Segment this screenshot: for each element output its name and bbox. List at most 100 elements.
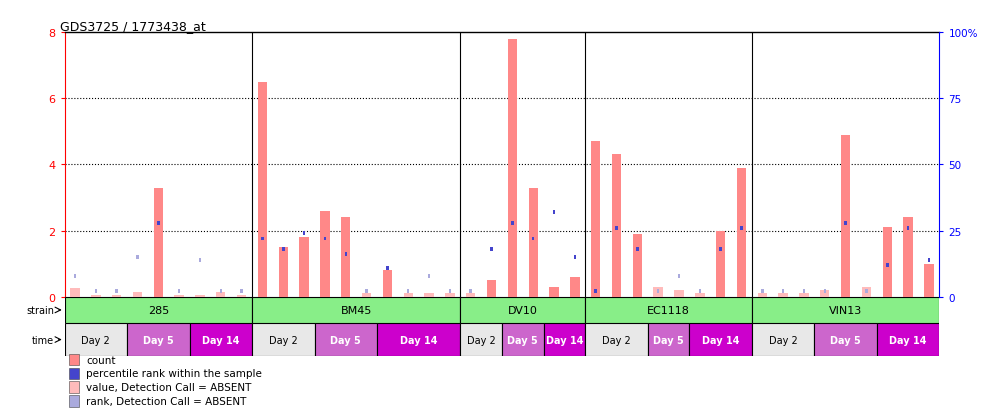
Bar	[303, 232, 305, 236]
Bar	[865, 290, 868, 294]
Bar	[751, 297, 939, 323]
Bar	[257, 83, 267, 297]
Bar	[924, 264, 933, 297]
Bar	[820, 290, 829, 297]
Text: Day 2: Day 2	[768, 335, 797, 345]
Bar	[460, 323, 502, 356]
Bar	[862, 287, 871, 297]
Text: BM45: BM45	[341, 305, 372, 315]
Bar	[751, 323, 814, 356]
Bar	[803, 290, 805, 294]
Text: 285: 285	[148, 305, 169, 315]
Bar	[362, 294, 372, 297]
Bar	[324, 237, 326, 241]
Bar	[74, 274, 77, 278]
Bar	[252, 323, 314, 356]
Bar	[657, 290, 659, 294]
Bar	[594, 290, 597, 294]
Bar	[195, 295, 205, 297]
Text: value, Detection Call = ABSENT: value, Detection Call = ABSENT	[86, 382, 251, 392]
Bar	[761, 290, 763, 294]
Bar	[824, 290, 826, 294]
Text: Day 2: Day 2	[467, 335, 496, 345]
Bar	[532, 237, 535, 241]
Bar	[757, 294, 767, 297]
Text: Day 5: Day 5	[143, 335, 174, 345]
Bar	[720, 247, 722, 252]
Bar	[511, 221, 514, 225]
Bar	[615, 226, 617, 230]
Text: Day 2: Day 2	[602, 335, 631, 345]
Bar	[377, 323, 460, 356]
Bar	[190, 323, 252, 356]
Text: percentile rank within the sample: percentile rank within the sample	[86, 368, 262, 378]
Bar	[216, 292, 226, 297]
Text: Day 5: Day 5	[830, 335, 861, 345]
Text: GDS3725 / 1773438_at: GDS3725 / 1773438_at	[61, 20, 206, 33]
Bar	[366, 290, 368, 294]
Bar	[574, 255, 577, 259]
Bar	[241, 290, 243, 294]
Bar	[699, 290, 701, 294]
Bar	[490, 247, 493, 252]
Bar	[502, 323, 544, 356]
Bar	[65, 323, 127, 356]
Bar	[387, 266, 389, 270]
Bar	[678, 274, 680, 278]
Bar	[844, 221, 847, 225]
Bar	[69, 354, 80, 366]
Bar	[299, 237, 309, 297]
Bar	[466, 294, 475, 297]
Bar	[448, 290, 451, 294]
Bar	[278, 247, 288, 297]
Text: Day 14: Day 14	[546, 335, 583, 345]
Text: Day 14: Day 14	[890, 335, 926, 345]
Bar	[508, 40, 517, 297]
Bar	[690, 323, 751, 356]
Bar	[115, 290, 118, 294]
Text: Day 5: Day 5	[507, 335, 538, 345]
Bar	[445, 294, 454, 297]
Bar	[154, 188, 163, 297]
Bar	[282, 247, 284, 252]
Text: EC1118: EC1118	[647, 305, 690, 315]
Bar	[632, 234, 642, 297]
Bar	[157, 221, 160, 225]
Bar	[65, 297, 252, 323]
Bar	[907, 226, 910, 230]
Text: DV10: DV10	[508, 305, 538, 315]
Bar	[550, 287, 559, 297]
Text: Day 5: Day 5	[653, 335, 684, 345]
Bar	[460, 297, 585, 323]
Text: VIN13: VIN13	[829, 305, 862, 315]
Text: Day 5: Day 5	[330, 335, 361, 345]
Bar	[591, 142, 600, 297]
Bar	[695, 294, 705, 297]
Bar	[814, 323, 877, 356]
Bar	[737, 169, 746, 297]
Bar	[261, 237, 263, 241]
Bar	[571, 277, 580, 297]
Bar	[469, 290, 472, 294]
Bar	[407, 290, 410, 294]
Bar	[427, 274, 430, 278]
Text: rank, Detection Call = ABSENT: rank, Detection Call = ABSENT	[86, 396, 247, 406]
Bar	[199, 258, 201, 262]
Bar	[612, 155, 621, 297]
Text: Day 14: Day 14	[202, 335, 240, 345]
Bar	[487, 280, 496, 297]
Bar	[799, 294, 809, 297]
Bar	[69, 368, 80, 379]
Bar	[653, 287, 663, 297]
Text: time: time	[32, 335, 54, 345]
Bar	[841, 135, 850, 297]
Bar	[886, 263, 889, 267]
Bar	[220, 290, 222, 294]
Bar	[553, 211, 556, 214]
Bar	[877, 323, 939, 356]
Bar	[69, 382, 80, 393]
Bar	[424, 294, 433, 297]
Bar	[345, 253, 347, 257]
Text: Day 14: Day 14	[400, 335, 437, 345]
Bar	[716, 231, 726, 297]
